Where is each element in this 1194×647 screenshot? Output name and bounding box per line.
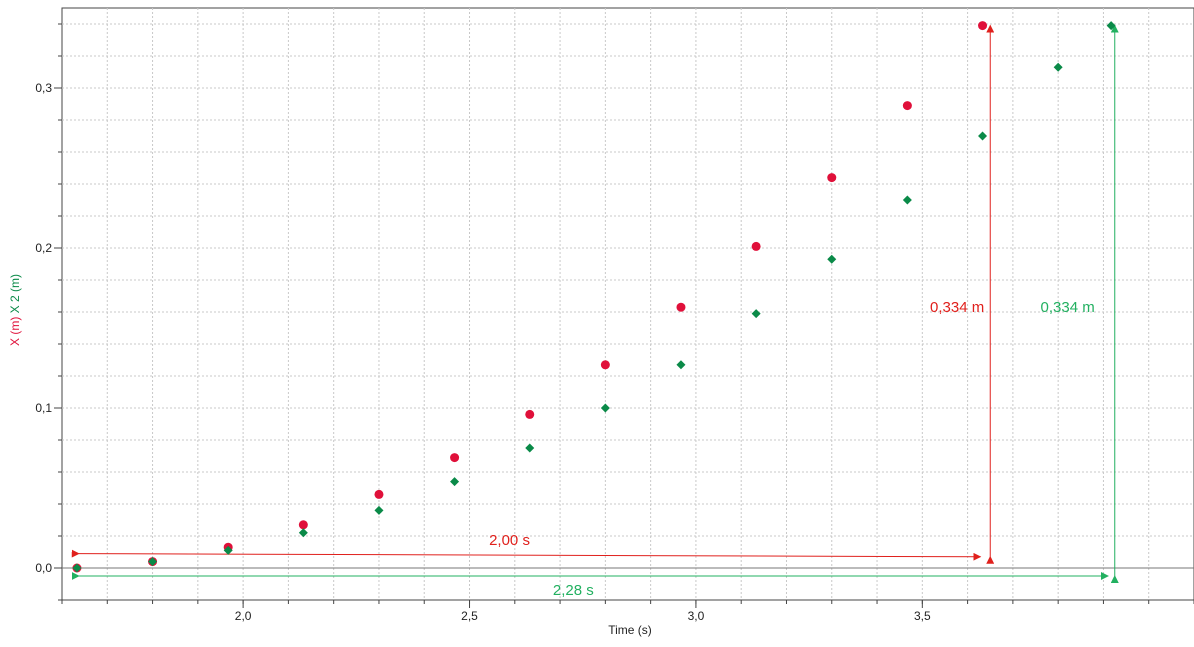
- y-axis-title-x: X (m): [8, 317, 22, 346]
- annotation-label: 2,28 s: [553, 582, 594, 599]
- data-point-red: [600, 360, 610, 370]
- data-point-red: [298, 520, 308, 530]
- data-point-red: [374, 489, 384, 499]
- data-point-red: [450, 453, 460, 463]
- grid-layer: [61, 7, 1194, 601]
- annotation-label: 0,334 m: [930, 299, 984, 316]
- data-point-green: [374, 505, 384, 515]
- data-point-green: [676, 360, 686, 370]
- data-point-green: [978, 131, 988, 141]
- data-point-green: [600, 403, 610, 413]
- x-tick-label: 2,5: [461, 609, 478, 623]
- x-tick-label: 2,0: [235, 609, 252, 623]
- annotation-label: 0,334 m: [1041, 299, 1095, 316]
- series-layer: [72, 21, 1116, 573]
- x-axis-title: Time (s): [608, 623, 652, 637]
- annotation-label: 2,00 s: [489, 532, 530, 549]
- data-point-green: [148, 557, 158, 567]
- y-axis-title: X (m) X 2 (m): [8, 274, 22, 346]
- y-tick-label: 0,2: [35, 241, 52, 255]
- data-point-green: [751, 309, 761, 319]
- data-point-green: [902, 195, 912, 205]
- data-point-green: [1053, 62, 1063, 72]
- data-point-red: [827, 173, 837, 183]
- data-point-green: [525, 443, 535, 453]
- data-point-green: [223, 545, 233, 555]
- data-point-red: [751, 241, 761, 251]
- data-point-green: [827, 254, 837, 264]
- y-tick-label: 0,0: [35, 561, 52, 575]
- data-point-red: [676, 302, 686, 312]
- data-point-red: [525, 409, 535, 419]
- x-tick-label: 3,0: [688, 609, 705, 623]
- data-point-red: [902, 101, 912, 111]
- y-tick-label: 0,1: [35, 401, 52, 415]
- y-tick-label: 0,3: [35, 81, 52, 95]
- data-point-green: [1106, 21, 1116, 31]
- annotation-arrow: [71, 549, 982, 561]
- data-point-green: [450, 477, 460, 487]
- data-point-green: [298, 528, 308, 538]
- annotation-layer: 2,00 s 0,334 m 2,28 s 0,334 m: [71, 24, 1119, 599]
- x-tick-label: 3,5: [914, 609, 931, 623]
- y-axis-title-x2: X 2 (m): [8, 274, 22, 313]
- data-point-green: [72, 563, 82, 573]
- axis-layer: 2,0 2,5 3,0 3,5 0,0 0,1 0,2 0,3: [35, 23, 1194, 623]
- data-point-red: [978, 21, 988, 31]
- plot-area: [61, 7, 1194, 601]
